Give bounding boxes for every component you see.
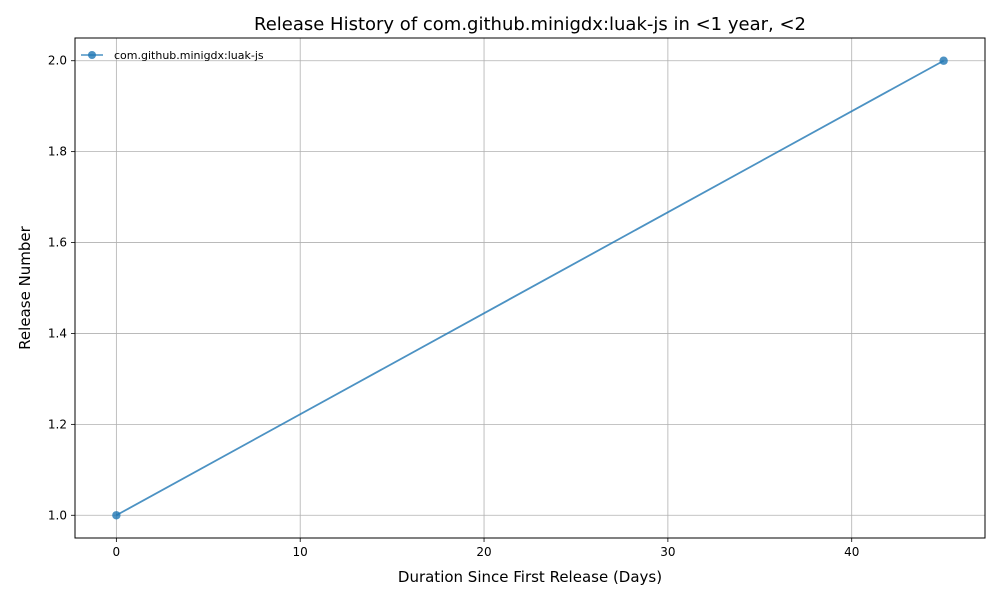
- y-tick-label: 1.0: [48, 508, 67, 522]
- chart-title: Release History of com.github.minigdx:lu…: [254, 14, 806, 35]
- y-tick-label: 1.4: [48, 326, 67, 340]
- data-point: [112, 511, 121, 520]
- y-axis-title: Release Number: [16, 225, 34, 349]
- x-tick-label: 0: [113, 545, 121, 559]
- x-tick-label: 30: [660, 545, 675, 559]
- x-tick-label: 10: [293, 545, 308, 559]
- plot-area-frame: [74, 37, 986, 539]
- axis-ticks: 0 10 20 30 40 1.0 1.2 1.4 1.6 1.8 2.0: [48, 54, 859, 559]
- y-tick-label: 2.0: [48, 54, 67, 68]
- x-tick-label: 40: [844, 545, 859, 559]
- series-layer: [112, 56, 948, 520]
- series-line: [115, 59, 945, 517]
- y-tick-label: 1.8: [48, 145, 67, 159]
- x-axis-title: Duration Since First Release (Days): [398, 568, 662, 586]
- legend-marker-swatch: [88, 51, 96, 59]
- legend-label: com.github.minigdx:luak-js: [114, 49, 264, 62]
- x-tick-label: 20: [476, 545, 491, 559]
- y-tick-label: 1.6: [48, 236, 67, 250]
- data-point: [939, 56, 948, 65]
- y-tick-label: 1.2: [48, 417, 67, 431]
- grid: [75, 38, 985, 538]
- legend: com.github.minigdx:luak-js: [81, 49, 264, 62]
